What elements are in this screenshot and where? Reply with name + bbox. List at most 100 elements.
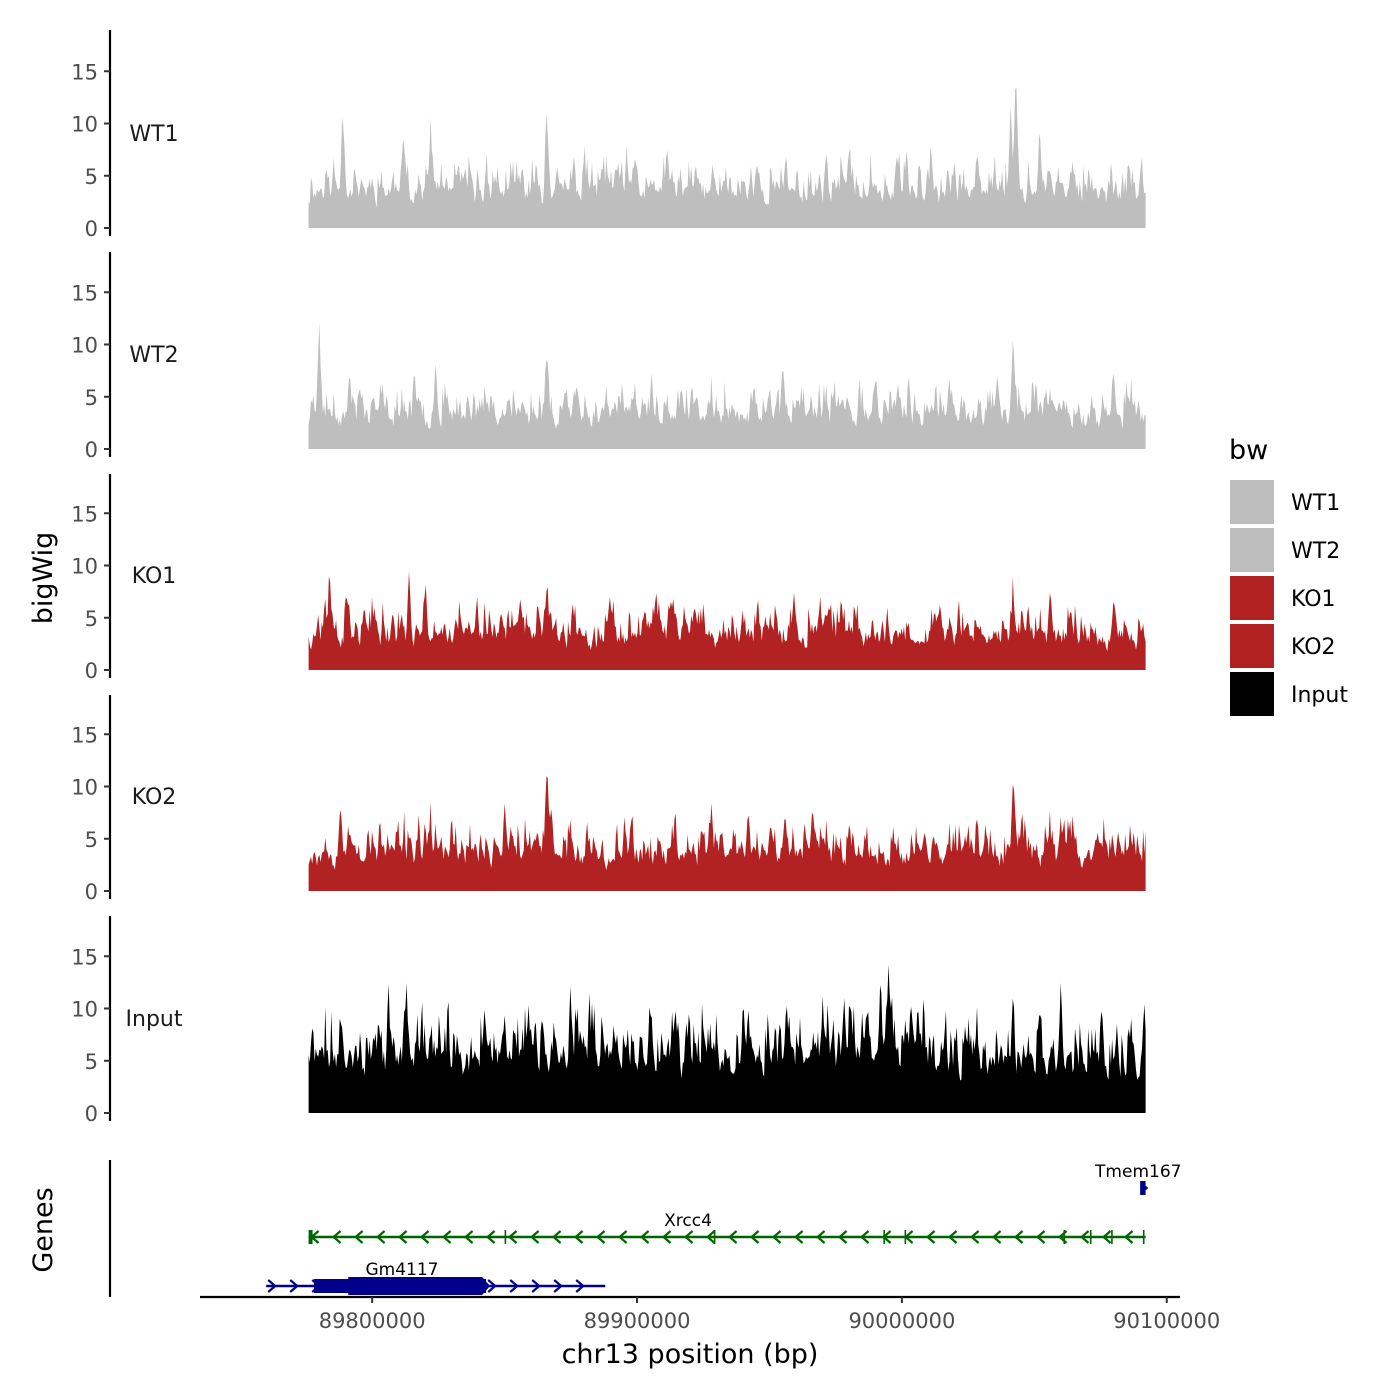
x-tick-label: 89900000 — [584, 1309, 691, 1333]
y-tick-label: 0 — [85, 1102, 98, 1126]
strand-chevron — [749, 1230, 760, 1244]
y-tick-label: 5 — [85, 828, 98, 852]
strand-chevron — [375, 1230, 386, 1244]
y-tick-label: 0 — [85, 659, 98, 683]
gene-cds — [348, 1277, 491, 1295]
y-tick-label: 0 — [85, 438, 98, 462]
gene-exon — [1142, 1230, 1145, 1244]
strand-chevron — [553, 1279, 563, 1293]
gene-exon — [1063, 1230, 1066, 1244]
legend-swatch — [1230, 624, 1274, 668]
track-label: KO2 — [132, 785, 177, 810]
gene-exon — [1111, 1230, 1113, 1244]
strand-chevron — [529, 1230, 540, 1244]
strand-chevron — [639, 1230, 650, 1244]
signal-area-wt1 — [308, 87, 1146, 228]
strand-chevron — [1079, 1230, 1090, 1244]
gene-exon — [1089, 1230, 1092, 1244]
strand-chevron — [837, 1230, 848, 1244]
strand-chevron — [463, 1230, 474, 1244]
y-tick-label: 5 — [85, 386, 98, 410]
track-wt2: 0 5 10 15 WT2 — [71, 252, 1146, 462]
signal-area-wt2 — [308, 322, 1146, 449]
strand-chevron — [1035, 1230, 1046, 1244]
track-label: KO1 — [132, 564, 177, 589]
track-ko1: 0 5 10 15 KO1 — [71, 474, 1146, 683]
y-tick-label: 10 — [71, 555, 98, 579]
legend-swatch — [1230, 528, 1274, 572]
legend-label: WT1 — [1291, 491, 1340, 516]
strand-chevron — [419, 1230, 430, 1244]
strand-chevron — [991, 1230, 1002, 1244]
gene-exon — [904, 1230, 907, 1244]
legend-swatch — [1230, 672, 1274, 716]
gene-label: Gm4117 — [366, 1260, 439, 1280]
y-tick-label: 5 — [85, 1050, 98, 1074]
y-tick-label: 5 — [85, 165, 98, 189]
strand-chevron — [793, 1230, 804, 1244]
gene-tmem167: Tmem167 — [1094, 1162, 1181, 1195]
strand-chevron — [925, 1230, 936, 1244]
strand-chevron — [397, 1230, 408, 1244]
x-tick-label: 90000000 — [848, 1309, 955, 1333]
signal-area-ko1 — [308, 571, 1146, 670]
strand-chevron — [573, 1230, 584, 1244]
strand-chevron — [575, 1279, 585, 1293]
track-wt1: 0 5 10 15 WT1 — [71, 30, 1146, 241]
gene-label: Tmem167 — [1094, 1162, 1181, 1182]
strand-chevron — [331, 1230, 342, 1244]
gene-exon — [504, 1230, 507, 1244]
strand-chevron — [705, 1230, 716, 1244]
legend-label: KO1 — [1291, 587, 1336, 612]
legend-swatch — [1230, 480, 1274, 524]
track-label: Input — [126, 1007, 183, 1032]
strand-chevron — [441, 1230, 452, 1244]
legend-title: bw — [1229, 435, 1268, 466]
y-axis-title: bigWig — [28, 532, 59, 625]
strand-chevron — [267, 1279, 277, 1293]
strand-chevron — [595, 1230, 606, 1244]
strand-chevron — [289, 1279, 299, 1293]
strand-chevron — [969, 1230, 980, 1244]
legend-label: Input — [1291, 683, 1348, 708]
strand-chevron — [1013, 1230, 1024, 1244]
y-tick-label: 15 — [71, 945, 98, 969]
strand-chevron — [509, 1279, 519, 1293]
y-tick-label: 10 — [71, 776, 98, 800]
genes-axis-title: Genes — [28, 1187, 59, 1272]
gene-arrowhead — [1140, 1181, 1149, 1195]
strand-chevron — [353, 1230, 364, 1244]
y-tick-label: 15 — [71, 502, 98, 526]
y-tick-label: 10 — [71, 998, 98, 1022]
x-tick-label: 90100000 — [1113, 1309, 1220, 1333]
gene-xrcc4: Xrcc4 — [308, 1211, 1146, 1244]
signal-tracks: 0 5 10 15 WT1 0 5 10 15 WT2 0 5 10 15 KO1 0 5 10 15 KO2 0 5 10… — [71, 30, 1146, 1126]
strand-chevron — [1123, 1230, 1134, 1244]
gene-exon — [308, 1230, 313, 1244]
strand-chevron — [859, 1230, 870, 1244]
strand-chevron — [815, 1230, 826, 1244]
strand-chevron — [683, 1230, 694, 1244]
strand-chevron — [1101, 1230, 1112, 1244]
strand-chevron — [531, 1279, 541, 1293]
strand-chevron — [487, 1279, 497, 1293]
signal-area-input — [308, 964, 1146, 1113]
gene-exon — [883, 1230, 885, 1244]
legend-label: WT2 — [1291, 539, 1340, 564]
y-tick-label: 15 — [71, 60, 98, 84]
track-label: WT2 — [129, 343, 178, 368]
strand-chevron — [947, 1230, 958, 1244]
y-tick-label: 15 — [71, 723, 98, 747]
y-tick-label: 0 — [85, 880, 98, 904]
signal-area-ko2 — [308, 776, 1146, 891]
legend: bw WT1 WT2 KO1 KO2 Input — [1229, 435, 1348, 716]
y-tick-label: 0 — [85, 217, 98, 241]
y-tick-label: 10 — [71, 113, 98, 137]
y-tick-label: 15 — [71, 281, 98, 305]
gene-gm4117: Gm4117 — [266, 1260, 606, 1295]
track-ko2: 0 5 10 15 KO2 — [71, 695, 1146, 904]
strand-chevron — [661, 1230, 672, 1244]
track-label: WT1 — [129, 122, 178, 147]
strand-chevron — [551, 1230, 562, 1244]
